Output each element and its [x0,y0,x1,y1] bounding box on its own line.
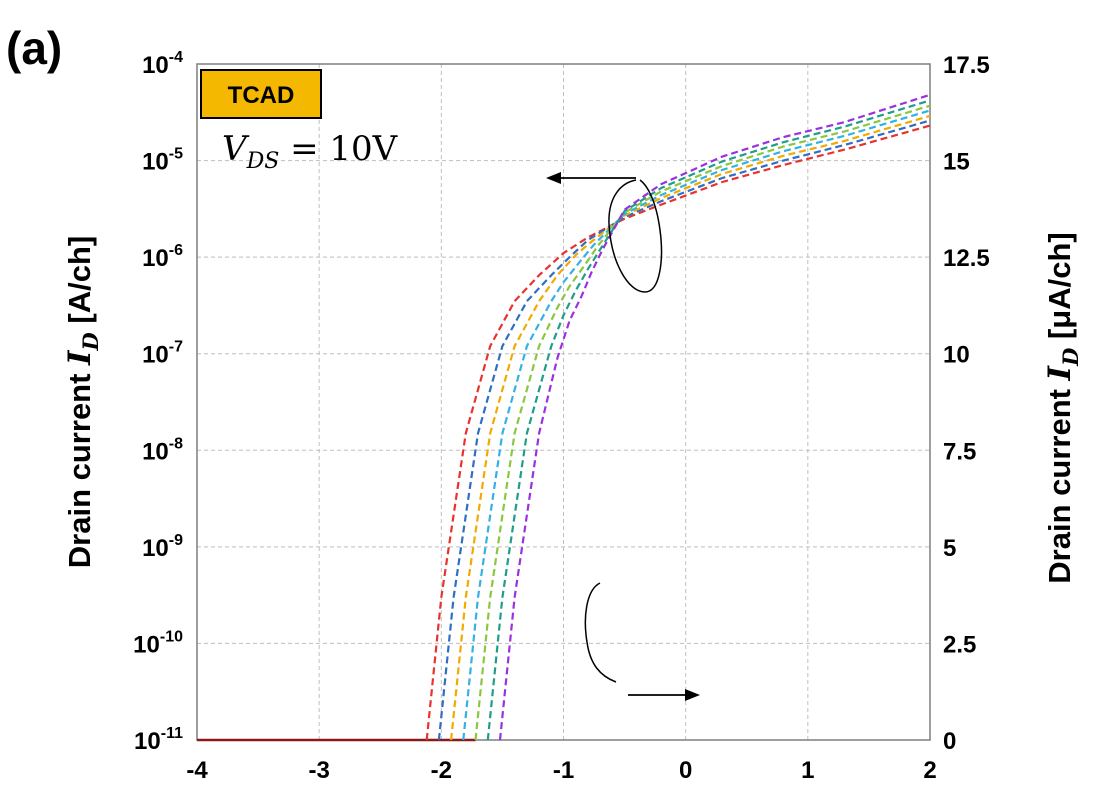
series-group [197,93,931,742]
right-y-tick-labels: 17.5 15 12.5 10 7.5 5 2.5 0 [943,52,990,755]
series-line-5 [474,104,931,741]
y-right-tick-label: 7.5 [943,438,976,465]
y-right-prefix: Drain current [1042,380,1077,583]
x-tick-label: 1 [801,757,814,784]
y-right-tick-label: 10 [943,342,970,369]
y-left-tick-label: 10-11 [134,725,183,755]
vds-sub: DS [246,149,280,174]
y-left-tick-label: 10-8 [142,435,183,465]
series-line-1 [425,124,931,741]
vds-rest: = 10V [279,129,398,169]
series-line-2 [437,119,931,741]
x-tick-label: -3 [308,757,329,784]
x-tick-label: -1 [553,757,574,784]
vds-annotation: VDS = 10V [222,129,399,174]
grid-lines [196,63,931,741]
panel-label: (a) [6,22,62,74]
y-left-var: I [62,349,98,366]
y-left-tick-label: 10-5 [142,146,183,176]
x-tick-label: -4 [186,757,208,784]
x-tick-labels: -4 -3 -2 -1 0 1 2 [186,757,936,784]
tcad-badge-text: TCAD [228,82,295,109]
plot-frame [196,63,931,741]
series-line-7 [498,93,931,741]
series-line-4 [462,109,931,741]
y-right-var: I [1042,364,1078,381]
y-axis-right-label: Drain current ID [μA/ch] [1042,232,1083,583]
y-right-tick-label: 15 [943,149,970,176]
y-right-tick-label: 2.5 [943,631,976,658]
y-left-tick-label: 10-6 [142,242,183,272]
curl-lower [584,582,617,683]
y-left-sub: D [78,331,103,351]
y-right-tick-label: 5 [943,535,956,562]
arrow-left-head [546,172,561,184]
left-y-tick-labels: 10-4 10-5 10-6 10-7 10-8 10-9 10-10 10-11 [133,49,183,755]
series-line-3 [450,114,931,741]
x-tick-label: 2 [923,757,936,784]
y-right-unit: [μA/ch] [1042,232,1077,347]
y-left-prefix: Drain current [62,365,97,568]
y-right-tick-label: 0 [943,728,956,755]
arrow-right-head [685,689,700,701]
y-axis-left-label: Drain current ID [A/ch] [62,236,103,568]
left-axis-indicator [546,172,663,293]
y-left-tick-label: 10-10 [133,628,183,658]
x-tick-label: 0 [679,757,692,784]
y-left-tick-label: 10-9 [142,532,183,562]
series-line-6 [486,99,931,741]
y-right-tick-label: 12.5 [943,245,990,272]
y-right-sub: D [1058,347,1083,367]
y-right-tick-label: 17.5 [943,52,990,79]
vds-var: V [222,129,250,169]
right-axis-indicator [584,582,700,701]
curl-upper [608,179,663,293]
y-left-tick-label: 10-7 [142,339,183,369]
x-tick-label: -2 [431,757,452,784]
tcad-badge [200,69,322,119]
y-left-tick-label: 10-4 [142,49,183,79]
y-left-unit: [A/ch] [62,236,97,332]
